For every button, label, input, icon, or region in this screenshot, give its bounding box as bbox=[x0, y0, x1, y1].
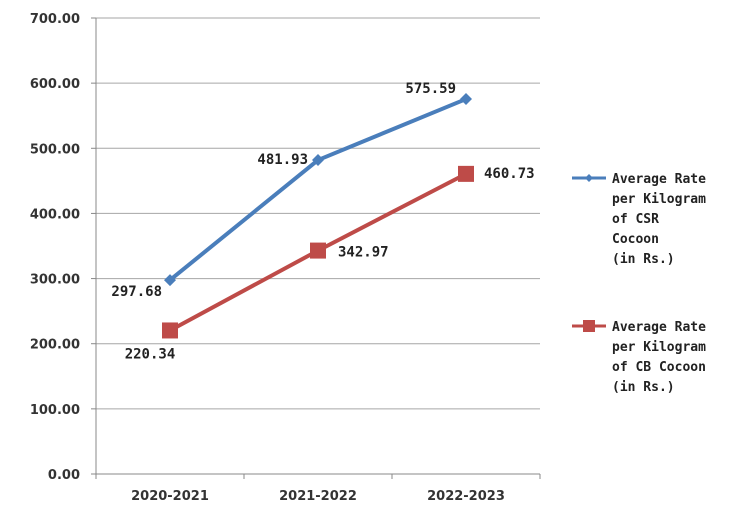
y-tick-label: 500.00 bbox=[30, 142, 80, 157]
y-tick-label: 700.00 bbox=[30, 12, 80, 27]
series-point bbox=[164, 274, 176, 287]
legend-entry-text: per Kilogram bbox=[612, 340, 706, 355]
series-point bbox=[460, 93, 472, 106]
legend-entry-text: per Kilogram bbox=[612, 192, 706, 207]
legend: Average Rate per Kilogram of CSR Cocoon (in… bbox=[572, 172, 706, 395]
y-axis-tick-labels: 0.00 100.00 200.00 300.00 400.00 500.00 600.00… bbox=[30, 12, 80, 483]
y-tick-label: 400.00 bbox=[30, 207, 80, 222]
axes bbox=[91, 17, 541, 479]
legend-entry-text: Average Rate bbox=[612, 172, 706, 187]
legend-entry-text: Average Rate bbox=[612, 320, 706, 335]
data-label: 220.34 bbox=[125, 346, 176, 362]
series-group bbox=[162, 93, 474, 339]
data-label: 460.73 bbox=[484, 166, 535, 182]
data-label: 342.97 bbox=[338, 245, 389, 261]
series-point bbox=[310, 242, 326, 259]
legend-entry-text: (in Rs.) bbox=[612, 380, 675, 395]
series-point bbox=[585, 174, 593, 182]
x-axis-tick-labels: 2020-2021 2021-2022 2022-2023 bbox=[131, 489, 505, 504]
series-point bbox=[583, 320, 595, 332]
legend-entry-text: of CB Cocoon bbox=[612, 360, 706, 375]
data-label: 575.59 bbox=[405, 81, 456, 97]
y-tick-label: 300.00 bbox=[30, 273, 80, 288]
data-label: 481.93 bbox=[257, 152, 308, 168]
x-tick-label: 2021-2022 bbox=[279, 489, 357, 504]
data-labels: 297.68 481.93 575.59 220.34 342.97 460.73 bbox=[111, 81, 534, 362]
legend-entry-text: Cocoon bbox=[612, 232, 659, 247]
series-point bbox=[458, 165, 474, 182]
series-point bbox=[162, 322, 178, 339]
series-point bbox=[312, 154, 324, 167]
y-tick-label: 0.00 bbox=[48, 468, 80, 483]
y-tick-label: 200.00 bbox=[30, 338, 80, 353]
x-tick-label: 2022-2023 bbox=[427, 489, 505, 504]
data-label: 297.68 bbox=[111, 284, 162, 300]
legend-entry-text: of CSR bbox=[612, 212, 659, 227]
legend-entry-text: (in Rs.) bbox=[612, 252, 675, 267]
y-tick-label: 100.00 bbox=[30, 403, 80, 418]
y-tick-label: 600.00 bbox=[30, 77, 80, 92]
x-tick-label: 2020-2021 bbox=[131, 489, 209, 504]
